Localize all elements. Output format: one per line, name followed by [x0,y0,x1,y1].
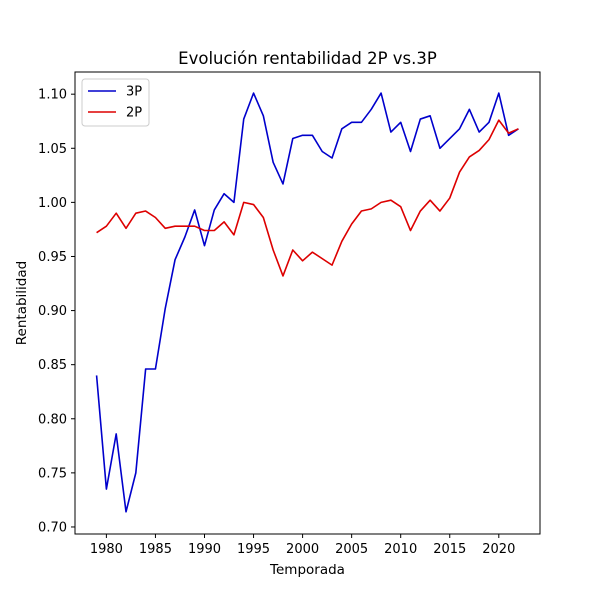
x-tick-label: 1995 [237,542,270,557]
x-axis: 1980 1985 1990 1995 2000 2005 2010 2015 2020 [90,534,515,557]
y-tick-label: 0.90 [38,304,67,319]
x-tick-label: 1990 [188,542,221,557]
x-tick-label: 2015 [433,542,466,557]
x-tick-label: 2010 [384,542,417,557]
x-tick-label: 2005 [335,542,368,557]
x-axis-label: Temporada [269,562,345,578]
y-tick-label: 1.10 [38,88,67,103]
chart-title: Evolución rentabilidad 2P vs.3P [178,49,437,68]
y-axis: 0.70 0.75 0.80 0.85 0.90 0.95 1.00 1.05 1.10 [38,88,75,535]
y-tick-label: 1.05 [38,142,67,157]
plot-frame [74,71,541,535]
legend-label: 3P [126,85,142,100]
x-tick-label: 1980 [90,542,123,557]
series-layer [95,92,519,513]
x-tick-label: 2020 [482,542,515,557]
y-tick-label: 0.70 [38,520,67,535]
y-tick-label: 1.00 [38,196,67,211]
x-tick-label: 2000 [286,542,319,557]
y-tick-label: 0.95 [38,250,67,265]
series-line-2p [96,119,519,277]
legend-label: 2P [126,106,142,121]
y-tick-label: 0.85 [38,358,67,373]
y-tick-label: 0.80 [38,412,67,427]
series-line-3p [95,92,519,513]
x-tick-label: 1985 [139,542,172,557]
y-axis-label: Rentabilidad [14,261,30,345]
y-tick-label: 0.75 [38,466,67,481]
